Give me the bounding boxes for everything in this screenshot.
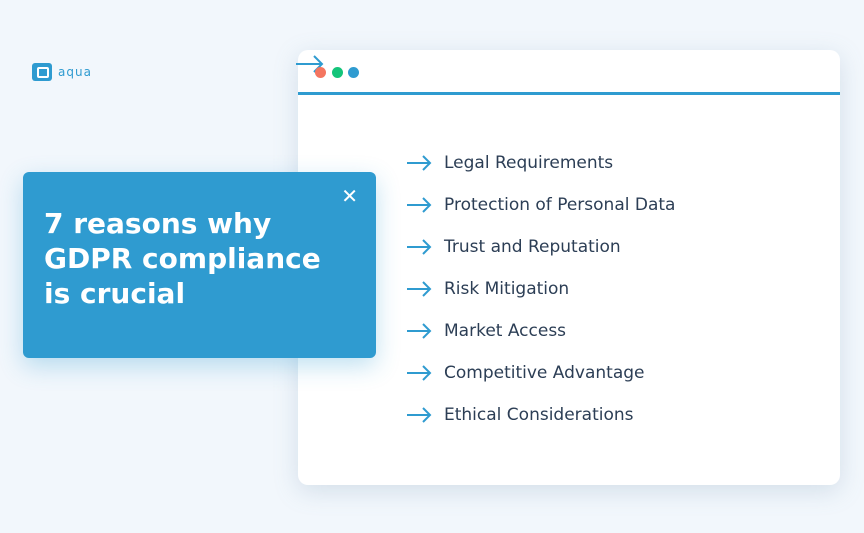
arrow-right-icon bbox=[407, 239, 432, 255]
arrow-right-icon bbox=[407, 197, 432, 213]
list-item-label: Competitive Advantage bbox=[444, 363, 645, 383]
list-item: Ethical Considerations bbox=[406, 394, 675, 436]
list-item-label: Market Access bbox=[444, 321, 567, 341]
list-item-label: Risk Mitigation bbox=[444, 279, 570, 299]
arrow-right-icon bbox=[407, 281, 432, 297]
list-item: Market Access bbox=[406, 310, 675, 352]
arrow-right-icon bbox=[407, 323, 432, 339]
list-item: Legal Requirements bbox=[406, 142, 675, 184]
window-dot-blue bbox=[348, 67, 359, 78]
card-title: 7 reasons why GDPR compliance is crucial bbox=[44, 207, 321, 310]
arrow-right-icon bbox=[407, 407, 432, 423]
brand-logo: aqua bbox=[32, 63, 92, 81]
window-titlebar bbox=[296, 50, 840, 95]
reasons-list: Legal Requirements Protection of Personal… bbox=[406, 142, 675, 436]
list-item-label: Ethical Considerations bbox=[444, 405, 634, 425]
list-item: Protection of Personal Data bbox=[406, 184, 675, 226]
list-item-label: Protection of Personal Data bbox=[444, 195, 676, 215]
list-item-label: Trust and Reputation bbox=[444, 237, 621, 257]
close-icon: ✕ bbox=[341, 184, 358, 208]
window-dot-red bbox=[315, 67, 326, 78]
list-item: Trust and Reputation bbox=[406, 226, 675, 268]
window: Legal Requirements Protection of Personal… bbox=[296, 50, 840, 485]
logo-icon bbox=[32, 63, 52, 81]
list-item: Risk Mitigation bbox=[406, 268, 675, 310]
list-item-label: Legal Requirements bbox=[444, 153, 614, 173]
brand-name: aqua bbox=[58, 65, 92, 79]
arrow-right-icon bbox=[407, 155, 432, 171]
arrow-right-icon bbox=[407, 365, 432, 381]
list-item: Competitive Advantage bbox=[406, 352, 675, 394]
title-card: ✕ 7 reasons why GDPR compliance is cruci… bbox=[23, 172, 376, 358]
window-dot-green bbox=[332, 67, 343, 78]
